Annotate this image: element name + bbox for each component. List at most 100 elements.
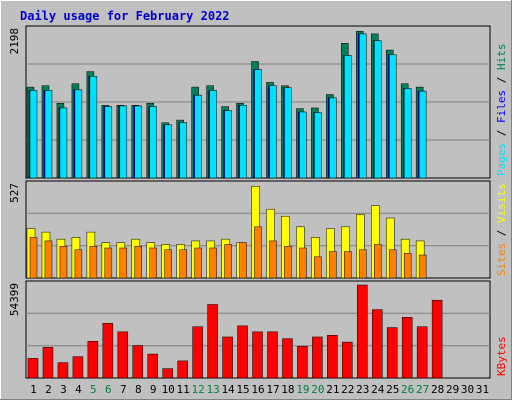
panel-kbytes-legend: KBytes: [495, 336, 508, 376]
day-label-10: 10: [162, 383, 175, 396]
day-label-20: 20: [311, 383, 324, 396]
bar-kbytes-day-6: [102, 323, 114, 379]
bar-sites-day-22: [344, 251, 352, 279]
bar-kbytes-day-5: [87, 340, 99, 379]
bar-sites-day-12: [194, 247, 202, 279]
panels-group: 2198 Pages / Files / Hits 527 Sites / Visit…: [8, 25, 508, 379]
day-label-14: 14: [221, 383, 235, 396]
bar-sites-day-20: [314, 256, 322, 279]
day-label-5: 5: [90, 383, 97, 396]
bar-pages-day-17: [269, 85, 277, 179]
panel-visitors-legend-part-1: /: [495, 223, 508, 243]
day-label-12: 12: [192, 383, 205, 396]
day-label-13: 13: [206, 383, 219, 396]
bar-kbytes-day-9: [147, 353, 158, 379]
panel-visitors-legend-part-2: Visits: [495, 183, 508, 223]
panel-visitors-legend: Sites / Visits: [495, 183, 508, 276]
bar-pages-day-14: [224, 110, 232, 179]
bar-pages-day-13: [209, 90, 217, 179]
day-label-24: 24: [371, 383, 385, 396]
day-label-3: 3: [60, 383, 67, 396]
panel-visitors: 527 Sites / Visits: [8, 180, 508, 279]
bar-sites-day-17: [269, 240, 277, 279]
day-label-22: 22: [341, 383, 354, 396]
panel-traffic-legend: Pages / Files / Hits: [495, 44, 508, 177]
bar-pages-day-12: [194, 94, 202, 179]
bar-pages-day-5: [89, 76, 98, 179]
bar-kbytes-day-7: [117, 331, 129, 379]
day-label-4: 4: [75, 383, 82, 396]
day-label-15: 15: [236, 383, 249, 396]
bar-pages-day-15: [239, 105, 247, 179]
bar-kbytes-day-14: [222, 336, 233, 379]
day-label-30: 30: [461, 383, 474, 396]
panel-traffic-legend-part-1: /: [495, 123, 508, 143]
day-label-6: 6: [105, 383, 112, 396]
bar-kbytes-day-4: [72, 356, 84, 379]
bar-pages-day-3: [59, 107, 68, 179]
bar-kbytes-day-10: [162, 368, 173, 379]
bar-sites-day-19: [299, 247, 307, 279]
bar-kbytes-day-22: [342, 341, 353, 379]
day-labels-group: 1 2 3 4 5 6 7 8 9 10 11 12 13 14 15 16 17 18 19 20 21 22 23 24 2…: [30, 383, 489, 396]
bar-sites-day-7: [119, 247, 128, 279]
day-label-19: 19: [296, 383, 309, 396]
day-label-31: 31: [476, 383, 489, 396]
day-label-9: 9: [150, 383, 157, 396]
bar-pages-day-26: [403, 88, 412, 179]
day-label-27: 27: [416, 383, 429, 396]
panel-kbytes-legend-part-0: KBytes: [495, 336, 508, 376]
day-label-25: 25: [386, 383, 399, 396]
bar-sites-day-14: [224, 244, 232, 279]
bar-sites-day-16: [254, 226, 262, 279]
day-label-7: 7: [120, 383, 127, 396]
bar-pages-day-22: [344, 55, 352, 179]
bar-sites-day-26: [403, 253, 412, 279]
bar-pages-day-7: [119, 105, 128, 179]
day-label-2: 2: [45, 383, 52, 396]
bar-pages-day-27: [418, 90, 427, 179]
bar-sites-day-13: [209, 247, 217, 279]
bar-pages-day-21: [329, 97, 337, 179]
bar-kbytes-day-23: [357, 284, 368, 379]
day-label-29: 29: [446, 383, 459, 396]
bar-sites-day-25: [388, 249, 397, 279]
bar-sites-day-21: [329, 251, 337, 279]
bar-pages-day-25: [388, 54, 397, 179]
bar-kbytes-day-18: [282, 338, 293, 379]
bar-sites-day-24: [374, 244, 382, 279]
bar-kbytes-day-28: [431, 299, 443, 379]
day-label-28: 28: [431, 383, 444, 396]
bar-pages-day-9: [149, 106, 157, 179]
bar-pages-day-6: [104, 106, 113, 179]
bar-pages-day-8: [134, 105, 143, 179]
day-label-1: 1: [30, 383, 37, 396]
bar-kbytes-day-8: [132, 345, 144, 379]
bar-sites-day-23: [359, 249, 367, 279]
panel-traffic: 2198 Pages / Files / Hits: [8, 25, 508, 179]
panel-traffic-legend-part-4: Hits: [495, 44, 508, 71]
bar-kbytes-day-12: [192, 326, 203, 379]
day-label-17: 17: [266, 383, 279, 396]
panel-traffic-ymax-label: 2198: [8, 28, 21, 55]
bar-kbytes-day-2: [42, 346, 54, 379]
panel-traffic-legend-part-3: /: [495, 70, 508, 90]
panel-traffic-legend-part-0: Pages: [495, 143, 508, 176]
bar-kbytes-day-20: [312, 336, 323, 379]
bar-sites-day-27: [418, 254, 427, 279]
bar-pages-day-1: [29, 90, 38, 179]
bar-pages-day-23: [359, 33, 367, 179]
bar-sites-day-18: [284, 245, 292, 279]
panel-traffic-legend-part-2: Files: [495, 90, 508, 123]
bar-pages-day-10: [164, 124, 172, 179]
day-label-18: 18: [281, 383, 294, 396]
bar-pages-day-16: [254, 69, 262, 179]
day-label-26: 26: [401, 383, 414, 396]
bar-sites-day-6: [104, 247, 113, 279]
bar-kbytes-day-21: [327, 335, 338, 379]
bar-kbytes-day-1: [27, 358, 39, 379]
bar-sites-day-15: [239, 242, 247, 279]
bar-kbytes-day-24: [372, 309, 383, 379]
